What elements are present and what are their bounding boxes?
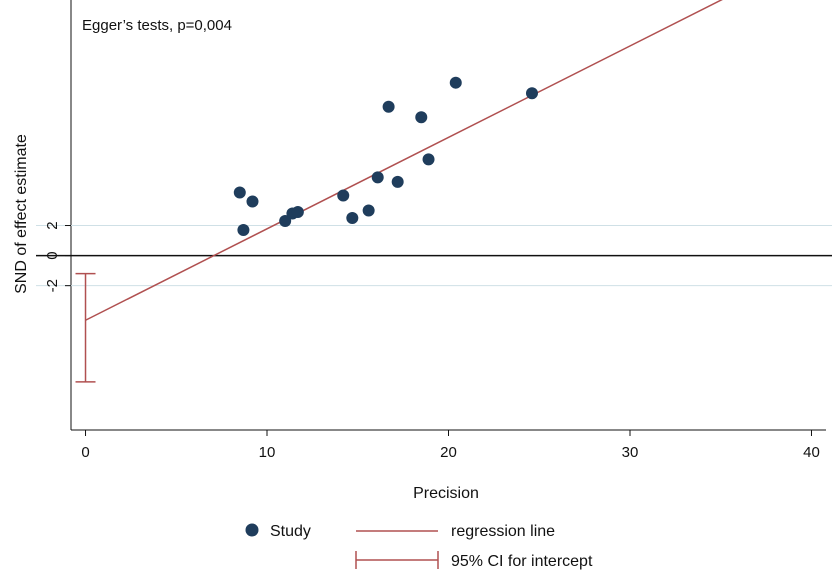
plot-area: 0 10 20 30 40 -2 0 2 Egger’s tests, p=0,004 [36,0,832,461]
study-point-7 [346,212,359,225]
study-point-3 [279,215,292,228]
y-axis-title: SND of effect estimate [13,134,30,294]
x-tick-label-4: 40 [803,444,820,461]
y-tick-label-1: 0 [44,251,61,259]
study-point-12 [415,111,428,124]
x-tick-label-3: 30 [622,444,639,461]
x-axis-title: Precision [413,485,479,502]
regression-line [85,0,723,321]
legend: Study regression line 95% CI for interce… [245,523,593,570]
x-tick-label-1: 10 [259,444,276,461]
regression-line-layer [85,0,723,321]
study-point-5 [291,205,304,218]
legend-study-marker [245,523,259,537]
x-tick-label-0: 0 [81,444,89,461]
study-point-13 [422,153,435,166]
study-points [233,76,538,237]
y-tick-label-2: 2 [44,221,61,229]
study-point-1 [237,224,250,237]
egger-test-annotation: Egger’s tests, p=0,004 [82,17,232,34]
study-point-8 [362,204,375,217]
study-point-0 [233,186,246,199]
ci-layer [75,272,96,383]
study-point-9 [371,171,384,184]
study-point-2 [246,195,259,208]
study-point-14 [449,76,462,89]
legend-ci-label: 95% CI for intercept [451,553,593,570]
study-point-15 [525,87,538,100]
study-point-10 [382,100,395,113]
legend-ci-swatch [355,551,439,569]
x-tick-label-2: 20 [440,444,457,461]
legend-study-label: Study [270,523,311,540]
study-point-11 [391,175,404,188]
legend-regression-label: regression line [451,523,555,540]
y-ticks: -2 0 2 [44,221,71,292]
y-tick-label-0: -2 [44,279,61,292]
reference-lines [36,225,832,287]
study-point-6 [337,189,350,202]
x-ticks: 0 10 20 30 40 [81,430,820,461]
